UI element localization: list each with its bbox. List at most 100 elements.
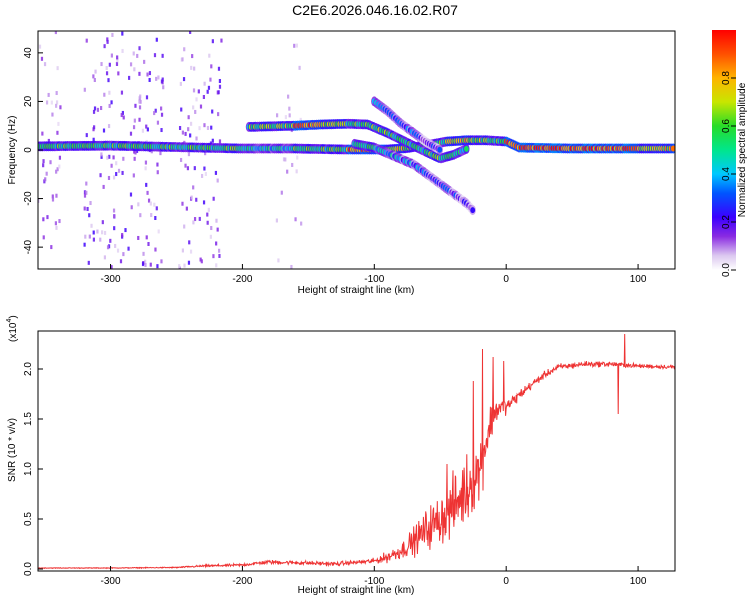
speckle-dot bbox=[103, 92, 106, 97]
speckle-dot bbox=[124, 228, 127, 233]
speckle-dot bbox=[192, 105, 195, 110]
speckle-dot bbox=[210, 64, 213, 69]
speckle-dot bbox=[210, 125, 213, 130]
speckle-dot bbox=[190, 195, 193, 200]
speckle-dot bbox=[186, 166, 190, 171]
speckle-dot bbox=[107, 78, 110, 83]
speckle-dot bbox=[187, 115, 190, 120]
speckle-dot bbox=[295, 169, 298, 174]
speckle-dot bbox=[197, 89, 200, 94]
speckle-dot bbox=[206, 125, 210, 130]
speckle-dot bbox=[155, 37, 158, 42]
speckle-dot bbox=[280, 190, 283, 195]
colorbar-gradient bbox=[712, 30, 736, 270]
speckle-dot bbox=[211, 138, 214, 143]
speckle-dot bbox=[42, 235, 45, 240]
speckle-dot bbox=[144, 160, 148, 165]
speckle-dot bbox=[160, 112, 164, 117]
spectrogram-y-tick-label: 0 bbox=[23, 147, 34, 153]
speckle-dot bbox=[128, 75, 131, 80]
speckle-dot bbox=[181, 201, 184, 206]
track-high-arc bbox=[371, 96, 443, 155]
speckle-dot bbox=[59, 105, 62, 110]
speckle-dot bbox=[145, 95, 149, 100]
spectrogram-y-axis: -40 -20 0 20 40 bbox=[23, 47, 43, 254]
snr-y-tick-label: 0.5 bbox=[23, 512, 34, 526]
snr-x-label: Height of straight line (km) bbox=[298, 585, 415, 596]
speckle-dot bbox=[300, 221, 303, 226]
speckle-dot bbox=[212, 254, 215, 259]
speckle-dot bbox=[137, 202, 140, 207]
speckle-dot bbox=[144, 259, 147, 264]
speckle-dot bbox=[214, 170, 218, 175]
spectrogram-y-label: Frequency (Hz) bbox=[7, 116, 18, 185]
speckle-dot bbox=[49, 160, 52, 165]
speckle-dot bbox=[112, 175, 116, 180]
spectrogram-y-tick-label: -20 bbox=[23, 191, 34, 206]
speckle-dot bbox=[119, 259, 123, 264]
speckle-dot bbox=[42, 159, 45, 164]
speckle-dot bbox=[193, 166, 196, 171]
speckle-dot bbox=[187, 260, 191, 265]
speckle-dot bbox=[83, 206, 86, 211]
speckle-dot bbox=[109, 238, 112, 243]
speckle-dot bbox=[54, 221, 57, 226]
snr-y-tick-label: 1.5 bbox=[23, 412, 34, 426]
speckle-dot bbox=[159, 151, 162, 156]
speckle-dot bbox=[85, 190, 88, 195]
speckle-dot bbox=[58, 164, 61, 169]
speckle-dot bbox=[102, 128, 106, 133]
track-cell bbox=[470, 207, 476, 214]
speckle-dot bbox=[290, 264, 293, 269]
speckle-dot bbox=[110, 100, 113, 105]
speckle-dot bbox=[133, 156, 136, 161]
speckle-dot bbox=[93, 78, 96, 83]
speckle-dot bbox=[103, 230, 107, 235]
speckle-dot bbox=[115, 161, 118, 166]
speckle-dot bbox=[54, 31, 57, 35]
spectrogram-x-tick-label: 100 bbox=[630, 274, 647, 285]
speckle-dot bbox=[156, 170, 159, 175]
speckle-dot bbox=[105, 66, 108, 71]
speckle-dot bbox=[207, 85, 211, 90]
speckle-dot bbox=[192, 220, 195, 225]
speckle-dot bbox=[192, 88, 196, 93]
speckle-dot bbox=[218, 78, 222, 83]
speckle-dot bbox=[51, 194, 54, 199]
speckle-dot bbox=[108, 90, 111, 95]
speckle-dot bbox=[83, 87, 86, 92]
speckle-dot bbox=[138, 117, 141, 122]
speckle-dot bbox=[145, 182, 148, 187]
spectrogram-y-tick-label: 40 bbox=[23, 47, 34, 59]
speckle-dot bbox=[143, 59, 146, 64]
speckle-dot bbox=[154, 216, 157, 221]
snr-x-tick-label: -200 bbox=[232, 576, 252, 587]
speckle-dot bbox=[185, 206, 188, 211]
speckle-dot bbox=[204, 151, 207, 156]
speckle-dot bbox=[141, 128, 145, 133]
speckle-dot bbox=[116, 55, 119, 60]
snr-scale-label: (x104) bbox=[6, 315, 19, 342]
speckle-dot bbox=[122, 252, 125, 257]
speckle-dot bbox=[96, 229, 99, 234]
speckle-dot bbox=[55, 100, 59, 105]
colorbar-label: Normalized spectral amplitude bbox=[737, 82, 748, 217]
speckle-dot bbox=[194, 109, 197, 114]
speckle-dot bbox=[127, 246, 130, 251]
speckle-dot bbox=[138, 71, 141, 76]
speckle-dot bbox=[50, 245, 53, 250]
snr-panel: -300 -200 -100 0 100 0.0 0.5 1.0 1.5 2.0 Height … bbox=[6, 315, 676, 596]
speckle-dot bbox=[183, 47, 186, 52]
snr-y-tick-label: 0.0 bbox=[23, 562, 34, 576]
speckle-dot bbox=[129, 62, 133, 67]
speckle-dot bbox=[212, 196, 215, 201]
speckle-dot bbox=[100, 154, 103, 159]
speckle-dot bbox=[108, 103, 111, 108]
speckle-dot bbox=[45, 171, 48, 176]
colorbar-tick-label: 0.4 bbox=[721, 167, 732, 181]
speckle-dot bbox=[116, 58, 119, 63]
speckle-dot bbox=[94, 69, 97, 74]
speckle-dot bbox=[121, 31, 124, 36]
speckle-dot bbox=[130, 205, 133, 210]
track-cell bbox=[463, 145, 469, 152]
